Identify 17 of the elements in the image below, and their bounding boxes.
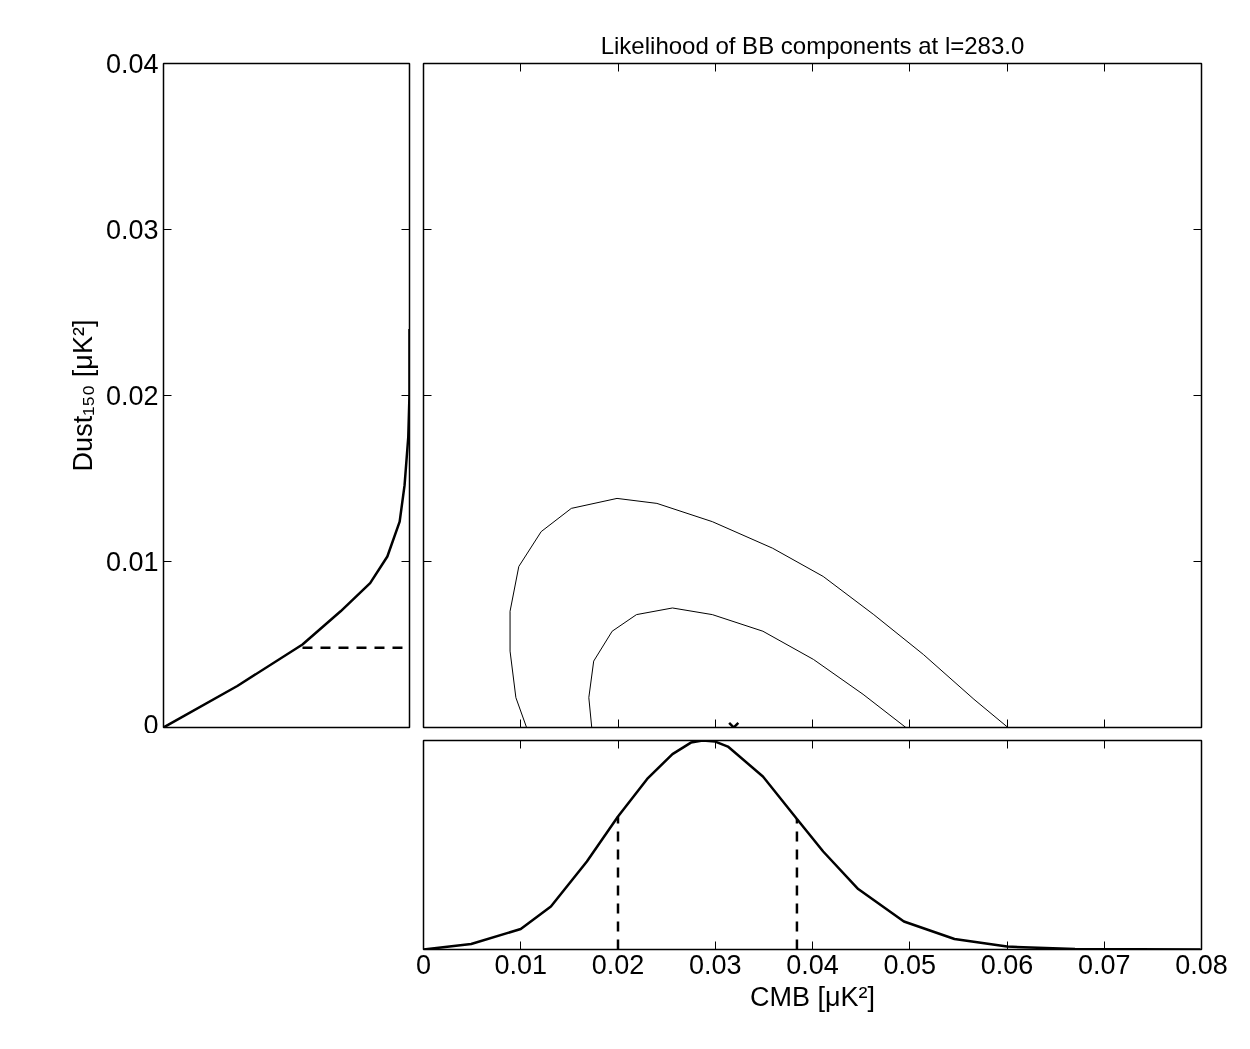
y-tick-label: 0.04 (105, 49, 159, 79)
y-tick-label: 0.03 (105, 215, 159, 245)
y-tick-label: 0.02 (105, 381, 159, 411)
x-axis-title: CMB [μK²] (749, 981, 876, 1012)
y-axis-title: Dust₁₅₀ [μK²] (67, 319, 98, 472)
x-tick-label: 0.08 (1175, 949, 1228, 980)
x-tick-label: 0.01 (494, 949, 548, 980)
x-tick-label: 0.05 (883, 949, 937, 980)
x-tick-label: 0.04 (786, 949, 839, 980)
x-tick-label: 0.06 (980, 949, 1034, 980)
x-tick-label: 0.07 (1077, 949, 1131, 980)
x-tick-label: 0.03 (688, 949, 742, 980)
x-tick-label: 0 (415, 949, 432, 980)
x-tick-label: 0.02 (591, 949, 645, 980)
y-tick-label: 0 (143, 709, 159, 740)
chart-title: Likelihood of BB components at l=283.0 (600, 31, 1025, 59)
y-tick-label: 0.01 (105, 547, 159, 577)
